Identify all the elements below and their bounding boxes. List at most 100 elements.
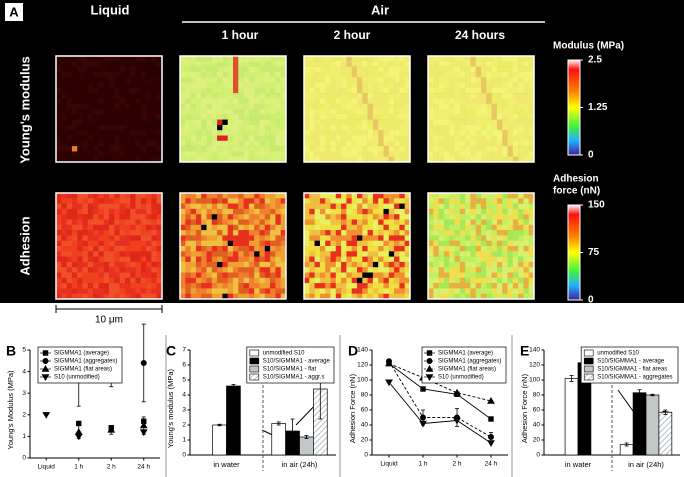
afm-pixel bbox=[146, 208, 152, 215]
afm-pixel bbox=[314, 283, 321, 289]
afm-pixel bbox=[319, 114, 326, 120]
afm-pixel bbox=[180, 66, 186, 73]
afm-pixel bbox=[195, 135, 202, 142]
afm-pixel bbox=[61, 87, 67, 94]
afm-pixel bbox=[180, 135, 186, 142]
afm-pixel bbox=[98, 119, 104, 126]
afm-pixel bbox=[151, 140, 157, 147]
afm-pixel bbox=[367, 214, 374, 220]
afm-pixel bbox=[491, 66, 498, 73]
afm-pixel bbox=[124, 124, 131, 131]
afm-pixel bbox=[135, 66, 142, 73]
afm-pixel bbox=[507, 277, 514, 284]
afm-pixel bbox=[233, 135, 239, 142]
afm-pixel bbox=[264, 71, 271, 78]
afm-pixel bbox=[275, 130, 281, 136]
afm-pixel bbox=[77, 156, 83, 163]
afm-pixel bbox=[518, 156, 524, 163]
afm-pixel bbox=[66, 283, 73, 289]
afm-pixel bbox=[383, 198, 390, 204]
afm-pixel bbox=[486, 71, 492, 78]
afm-pixel bbox=[98, 61, 104, 67]
afm-pixel bbox=[351, 230, 358, 236]
afm-pixel bbox=[502, 82, 508, 89]
afm-pixel bbox=[270, 277, 276, 284]
afm-pixel bbox=[465, 283, 471, 289]
afm-pixel bbox=[367, 251, 374, 257]
afm-pixel bbox=[248, 246, 255, 252]
afm-pixel bbox=[512, 256, 519, 263]
afm-pixel bbox=[325, 140, 331, 147]
afm-pixel bbox=[93, 230, 99, 236]
afm-pixel bbox=[195, 114, 202, 120]
afm-pixel bbox=[77, 61, 83, 67]
afm-pixel bbox=[190, 283, 197, 289]
afm-pixel bbox=[465, 66, 471, 73]
afm-pixel bbox=[135, 71, 142, 78]
afm-pixel bbox=[388, 224, 395, 231]
afm-pixel bbox=[264, 119, 271, 126]
afm-pixel bbox=[109, 156, 115, 163]
afm-pixel bbox=[243, 203, 250, 210]
afm-pixel bbox=[61, 93, 67, 99]
afm-pixel bbox=[362, 224, 368, 231]
afm-pixel bbox=[61, 61, 67, 67]
afm-pixel bbox=[233, 119, 239, 126]
afm-pixel bbox=[428, 193, 434, 199]
legend-label: SIGMMA1 (aggregates) bbox=[438, 359, 501, 365]
afm-pixel bbox=[404, 193, 411, 199]
afm-pixel bbox=[330, 114, 337, 120]
afm-pixel bbox=[259, 61, 266, 67]
afm-pixel bbox=[502, 140, 508, 147]
afm-pixel bbox=[254, 130, 260, 136]
afm-pixel bbox=[367, 240, 374, 247]
afm-pixel bbox=[243, 93, 250, 99]
afm-pixel bbox=[481, 277, 487, 284]
afm-pixel bbox=[185, 87, 191, 94]
afm-pixel bbox=[341, 71, 347, 78]
afm-pixel bbox=[388, 288, 395, 294]
afm-pixel bbox=[433, 140, 439, 147]
afm-pixel bbox=[275, 288, 281, 294]
afm-pixel bbox=[394, 82, 400, 89]
afm-pixel bbox=[523, 114, 529, 120]
afm-pixel bbox=[523, 56, 529, 62]
afm-pixel bbox=[314, 135, 321, 142]
afm-pixel bbox=[180, 146, 186, 152]
afm-pixel bbox=[180, 151, 186, 157]
afm-pixel bbox=[507, 293, 514, 300]
afm-pixel bbox=[211, 267, 218, 273]
afm-pixel bbox=[481, 71, 487, 78]
afm-pixel bbox=[195, 272, 202, 279]
afm-pixel bbox=[481, 109, 487, 115]
afm-pixel bbox=[180, 230, 186, 236]
y-tick-label: 0 bbox=[22, 455, 26, 462]
afm-pixel bbox=[454, 267, 461, 273]
afm-pixel bbox=[362, 119, 368, 126]
afm-pixel bbox=[71, 61, 78, 67]
afm-pixel bbox=[103, 135, 110, 142]
afm-pixel bbox=[367, 109, 374, 115]
afm-pixel bbox=[135, 56, 142, 62]
afm-pixel bbox=[275, 214, 281, 220]
afm-pixel bbox=[270, 293, 276, 300]
afm-pixel bbox=[233, 224, 239, 231]
afm-pixel bbox=[119, 93, 126, 99]
afm-pixel bbox=[190, 230, 197, 236]
afm-pixel bbox=[518, 77, 524, 83]
afm-pixel bbox=[319, 219, 326, 226]
afm-pixel bbox=[512, 140, 519, 147]
afm-pixel bbox=[190, 114, 197, 120]
marker bbox=[107, 425, 116, 433]
afm-pixel bbox=[114, 61, 120, 67]
afm-pixel bbox=[217, 261, 223, 268]
afm-pixel bbox=[151, 71, 157, 78]
afm-pixel bbox=[66, 198, 73, 204]
afm-pixel bbox=[180, 293, 186, 300]
series-line bbox=[388, 361, 492, 438]
afm-pixel bbox=[114, 251, 120, 257]
afm-pixel bbox=[233, 77, 239, 83]
afm-pixel bbox=[383, 146, 390, 152]
afm-pixel bbox=[201, 140, 207, 147]
afm-pixel bbox=[206, 119, 213, 126]
